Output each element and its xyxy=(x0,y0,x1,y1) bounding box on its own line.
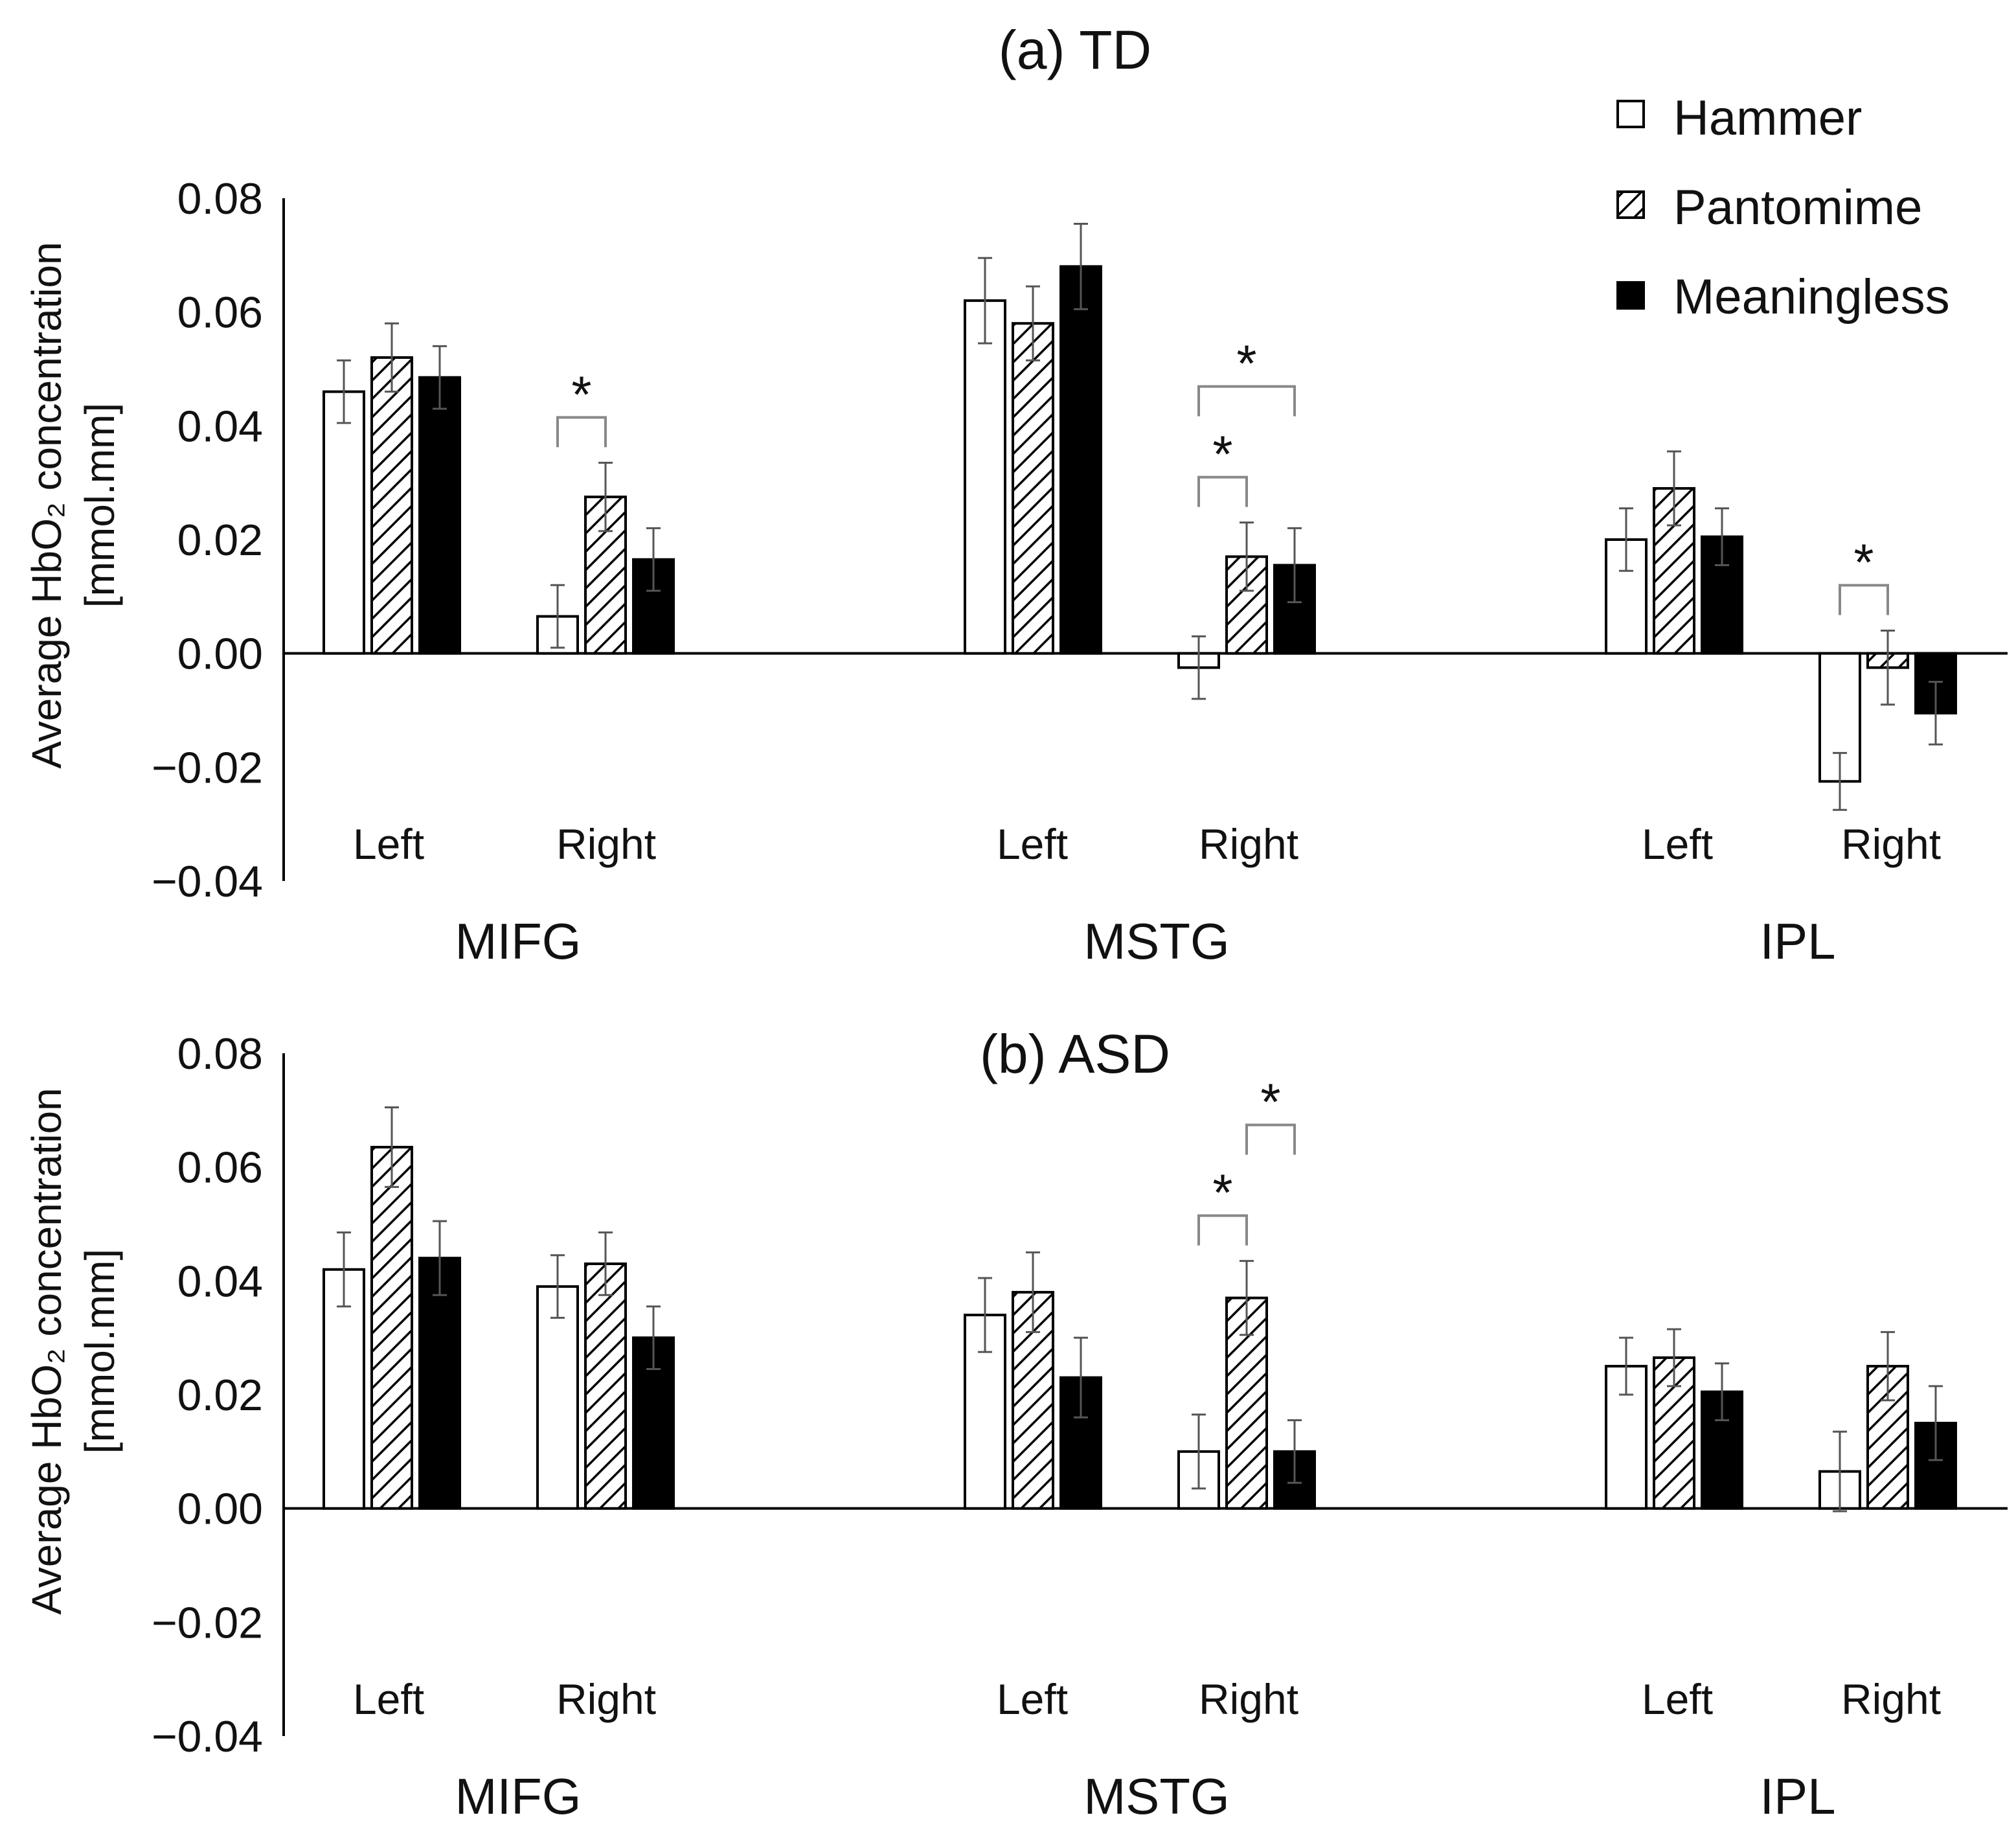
y-tick-label: 0.08 xyxy=(177,174,263,223)
chart-title: (a) TD xyxy=(999,19,1151,80)
region-label: MSTG xyxy=(1083,913,1229,970)
y-tick-label: 0.06 xyxy=(177,1143,263,1193)
y-tick-label: 0.00 xyxy=(177,630,263,679)
bar-pantomime xyxy=(370,1145,413,1510)
bar-pantomime xyxy=(370,356,413,655)
legend-swatch-meaningless xyxy=(1616,281,1645,310)
y-axis-label-line1: Average HbO₂ concentration xyxy=(23,242,70,768)
chart-title: (b) ASD xyxy=(980,1023,1170,1084)
y-tick-label: 0.08 xyxy=(177,1029,263,1079)
legend-label: Hammer xyxy=(1673,91,1862,146)
significance-star: * xyxy=(1236,335,1256,393)
panel-td: (a) TD Average HbO₂ concentration [mmol.… xyxy=(23,19,2008,970)
legend-item-pantomime: Pantomime xyxy=(1616,180,1922,235)
y-axis-label-line2: [mmol.mm] xyxy=(76,403,123,608)
region-label: IPL xyxy=(1760,913,1835,970)
significance-bracket xyxy=(556,416,607,448)
side-label: Left xyxy=(353,820,424,868)
y-tick-label: 0.04 xyxy=(177,1257,263,1306)
side-label: Right xyxy=(1199,820,1298,868)
category-labels: Left Right Left Right Left Right MIFG MSTG IPL xyxy=(353,820,1941,970)
significance-markers: ** xyxy=(1197,1073,1296,1246)
legend-swatch-hammer xyxy=(1616,100,1645,128)
bar-hammer xyxy=(536,1285,579,1510)
y-tick-label: 0.04 xyxy=(177,402,263,451)
bar-pantomime xyxy=(1012,322,1054,655)
bar-meaningless xyxy=(1059,265,1102,655)
side-label: Right xyxy=(1199,1675,1298,1723)
side-label: Left xyxy=(1642,820,1713,868)
y-tick-label: 0.02 xyxy=(177,516,263,565)
significance-star: * xyxy=(1212,426,1232,483)
y-tick-label: −0.02 xyxy=(152,743,263,792)
category-labels: Left Right Left Right Left Right MIFG MSTG IPL xyxy=(353,1675,1941,1825)
side-label: Right xyxy=(1841,820,1941,868)
bar-meaningless xyxy=(418,376,461,655)
legend-label: Pantomime xyxy=(1673,180,1922,235)
significance-star: * xyxy=(1853,534,1874,591)
significance-star: * xyxy=(1260,1073,1280,1131)
panel-asd: (b) ASD Average HbO₂ concentration [mmol… xyxy=(23,1023,2008,1825)
side-label: Left xyxy=(997,820,1068,868)
region-label: IPL xyxy=(1760,1768,1835,1825)
significance-star: * xyxy=(571,365,591,423)
significance-bracket xyxy=(1245,1123,1296,1155)
significance-bracket xyxy=(1197,1214,1248,1246)
y-tick-label: −0.04 xyxy=(152,857,263,906)
y-tick-label: −0.04 xyxy=(152,1712,263,1761)
significance-star: * xyxy=(1212,1164,1232,1222)
legend-label: Meaningless xyxy=(1673,269,1950,325)
y-tick-label: 0.00 xyxy=(177,1485,263,1534)
legend-item-meaningless: Meaningless xyxy=(1616,269,1950,325)
y-tick-label: 0.02 xyxy=(177,1371,263,1420)
significance-bracket xyxy=(1197,385,1296,417)
y-axis: 0.08 0.06 0.04 0.02 0.00 −0.02 −0.04 xyxy=(152,174,263,906)
region-label: MIFG xyxy=(455,913,582,970)
bar-pantomime xyxy=(584,496,627,655)
y-tick-label: −0.02 xyxy=(152,1598,263,1647)
legend-item-hammer: Hammer xyxy=(1616,91,1862,146)
y-axis-label-line1: Average HbO₂ concentration xyxy=(23,1088,70,1614)
side-label: Right xyxy=(556,820,656,868)
side-label: Left xyxy=(997,1675,1068,1723)
y-axis: 0.08 0.06 0.04 0.02 0.00 −0.02 −0.04 xyxy=(152,1029,263,1761)
legend-swatch-pantomime xyxy=(1616,190,1645,219)
side-label: Left xyxy=(1642,1675,1713,1723)
y-tick-label: 0.06 xyxy=(177,288,263,337)
side-label: Right xyxy=(556,1675,656,1723)
bars xyxy=(323,1106,1957,1513)
bars xyxy=(323,223,1957,811)
side-label: Left xyxy=(353,1675,424,1723)
y-axis-label-line2: [mmol.mm] xyxy=(76,1249,123,1454)
region-label: MSTG xyxy=(1083,1768,1229,1825)
bar-pantomime xyxy=(584,1262,627,1510)
significance-bracket xyxy=(1197,475,1248,507)
significance-markers: **** xyxy=(556,335,1889,615)
region-label: MIFG xyxy=(455,1768,582,1825)
significance-bracket xyxy=(1839,584,1889,615)
bar-hammer xyxy=(323,390,365,655)
bar-hammer xyxy=(964,299,1006,655)
side-label: Right xyxy=(1841,1675,1941,1723)
legend: Hammer Pantomime Meaningless xyxy=(1616,91,1950,325)
